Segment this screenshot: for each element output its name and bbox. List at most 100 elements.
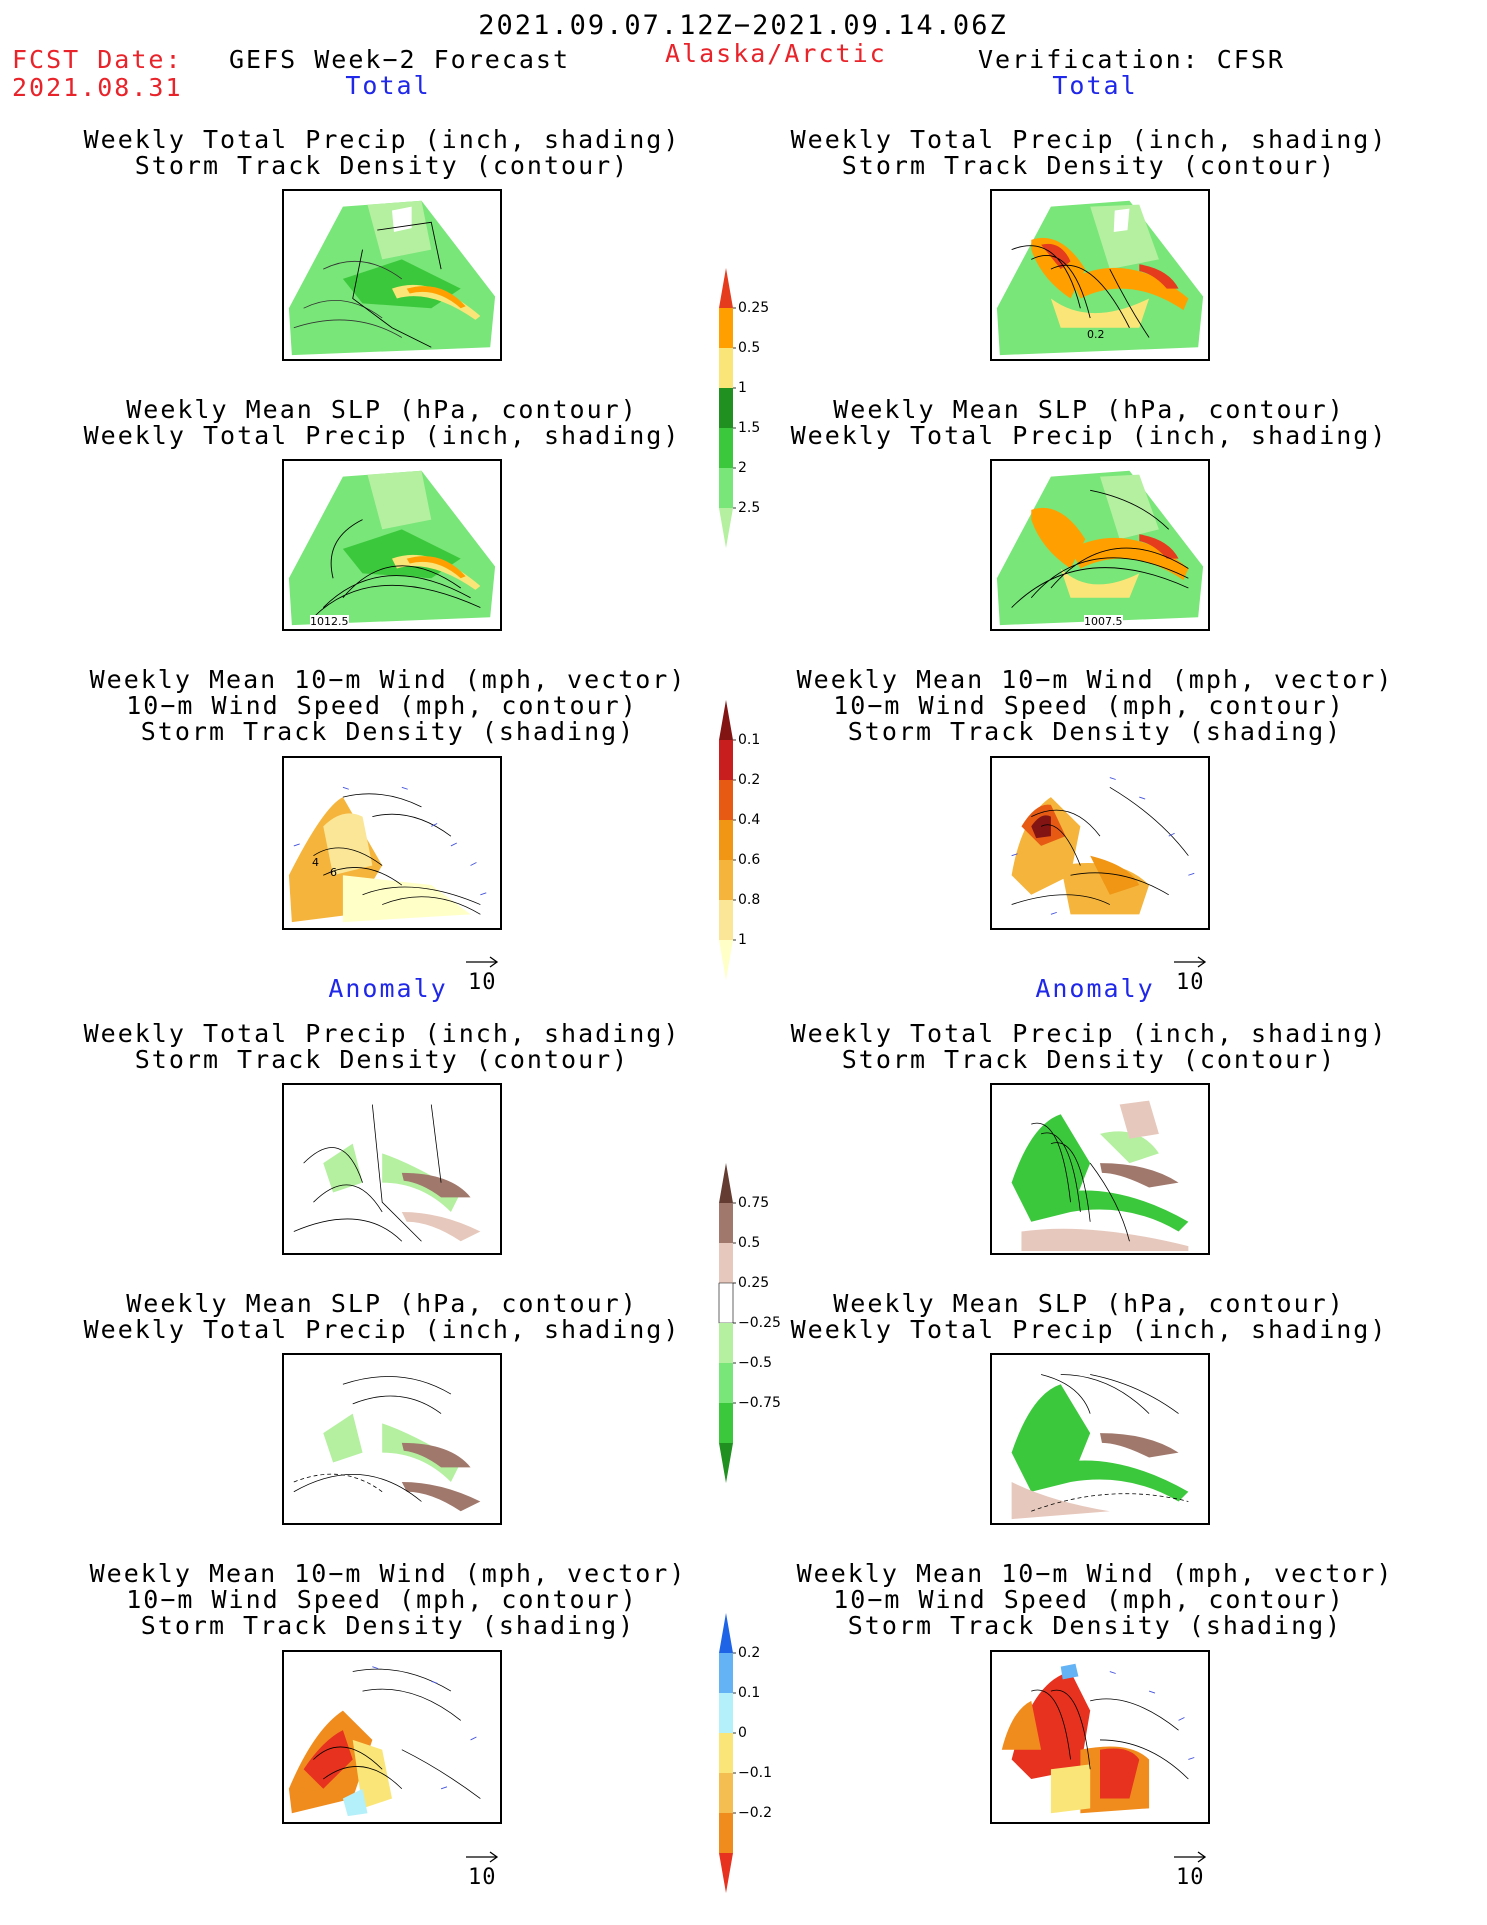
colorbar-label: −0.25	[738, 1315, 781, 1331]
contour-label: 0.2	[1087, 328, 1105, 341]
map-anomaly-slp-forecast	[282, 1353, 502, 1525]
colorbar-label: 0.5	[738, 1235, 761, 1251]
colorbar-segment	[719, 1403, 733, 1443]
colorbar-segment	[718, 1282, 734, 1324]
colorbar-segment	[719, 1203, 733, 1243]
title-wind-storm-line3: Storm Track Density (shading)	[847, 717, 1343, 746]
title-precip-storm-line2: Storm Track Density (contour)	[134, 1045, 630, 1074]
colorbar-label: 0.5	[738, 340, 761, 356]
colorbar-precip-anomaly: 0.75 0.5 0.25 −0.25 −0.5 −0.75	[718, 1163, 781, 1489]
title-wind-storm-line1: Weekly Mean 10−m Wind (mph, vector)	[89, 1559, 687, 1588]
section-total-right: Total	[1052, 71, 1138, 100]
colorbar-segment	[719, 900, 733, 940]
colorbar-label: 0.25	[738, 1275, 770, 1291]
title-precip-storm-line1: Weekly Total Precip (inch, shading)	[83, 125, 681, 154]
contour-label: 4	[312, 856, 319, 869]
title-slp-precip-line2: Weekly Total Precip (inch, shading)	[83, 1315, 681, 1344]
title-precip-storm-line1: Weekly Total Precip (inch, shading)	[790, 125, 1388, 154]
title-wind-storm-line3: Storm Track Density (shading)	[847, 1611, 1343, 1640]
title-slp-precip-line1: Weekly Mean SLP (hPa, contour)	[126, 395, 638, 424]
colorbar-segment	[719, 508, 733, 548]
map-anomaly-precip-verification	[990, 1083, 1210, 1255]
map-total-slp-verification: 1007.5	[990, 459, 1210, 631]
colorbar-segment	[719, 1163, 733, 1203]
title-wind-storm-line1: Weekly Mean 10−m Wind (mph, vector)	[796, 665, 1394, 694]
colorbar-segment	[719, 308, 733, 348]
title-slp-precip-line2: Weekly Total Precip (inch, shading)	[790, 421, 1388, 450]
title-wind-storm-line3: Storm Track Density (shading)	[140, 1611, 636, 1640]
fcst-date-label: FCST Date:	[12, 45, 183, 74]
title-wind-storm-line2: 10−m Wind Speed (mph, contour)	[126, 1585, 638, 1614]
colorbar-label: 0.1	[738, 732, 761, 748]
colorbar-segment	[719, 780, 733, 820]
colorbar-segment	[719, 1813, 733, 1853]
colorbar-segment	[719, 940, 733, 980]
region-title: Alaska/Arctic	[665, 39, 887, 68]
colorbar-segment	[719, 268, 733, 308]
title-precip-storm-line1: Weekly Total Precip (inch, shading)	[83, 1019, 681, 1048]
title-precip-storm-line2: Storm Track Density (contour)	[841, 151, 1337, 180]
vector-reference-arrow	[1174, 956, 1207, 968]
colorbar-segment	[719, 428, 733, 468]
colorbar-segment	[719, 1773, 733, 1813]
title-slp-precip-line1: Weekly Mean SLP (hPa, contour)	[833, 1289, 1345, 1318]
colorbar-segment	[719, 1443, 733, 1483]
colorbar-segment	[719, 348, 733, 388]
map-total-wind-verification	[990, 756, 1210, 930]
vector-reference-label: 10	[1176, 1865, 1205, 1890]
section-anomaly-right: Anomaly	[1035, 974, 1155, 1003]
title-wind-storm-line2: 10−m Wind Speed (mph, contour)	[833, 1585, 1345, 1614]
title-precip-storm-line2: Storm Track Density (contour)	[841, 1045, 1337, 1074]
colorbar-segment	[719, 1323, 733, 1363]
period-title: 2021.09.07.12Z−2021.09.14.06Z	[478, 10, 1008, 41]
colorbar-label: 1	[738, 380, 747, 396]
colorbar-label: 0.25	[738, 300, 770, 316]
vector-reference-label: 10	[468, 1865, 497, 1890]
colorbar-storm-anomaly: 0.2 0.1 0 −0.1 −0.2	[719, 1613, 772, 1899]
map-anomaly-wind-verification	[990, 1650, 1210, 1824]
colorbar-label: 0.6	[738, 852, 761, 868]
colorbar-label: 2.5	[738, 500, 761, 516]
slp-contour-label: 1012.5	[310, 615, 349, 629]
title-wind-storm-line1: Weekly Mean 10−m Wind (mph, vector)	[89, 665, 687, 694]
colorbar-segment	[719, 820, 733, 860]
vector-reference-arrow	[466, 1851, 499, 1863]
colorbar-label: −0.5	[738, 1355, 772, 1371]
colorbar-segment	[719, 740, 733, 780]
map-total-precip-verification: 0.2	[990, 189, 1210, 361]
title-wind-storm-line3: Storm Track Density (shading)	[140, 717, 636, 746]
colorbar-segment	[719, 1733, 733, 1773]
model-title: GEFS Week−2 Forecast	[229, 45, 571, 74]
map-total-precip-forecast	[282, 189, 502, 361]
map-total-wind-forecast: 4 6	[282, 756, 502, 930]
colorbar-segment	[719, 1363, 733, 1403]
colorbar-label: −0.75	[738, 1395, 781, 1411]
title-precip-storm-line1: Weekly Total Precip (inch, shading)	[790, 1019, 1388, 1048]
title-wind-storm-line2: 10−m Wind Speed (mph, contour)	[833, 691, 1345, 720]
colorbar-segment	[719, 1693, 733, 1733]
colorbar-segment	[719, 388, 733, 428]
map-anomaly-precip-forecast	[282, 1083, 502, 1255]
colorbar-label: 0	[738, 1725, 747, 1741]
colorbar-segment	[719, 1243, 733, 1283]
colorbar-label: 1.5	[738, 420, 761, 436]
colorbar-label: 0.4	[738, 812, 761, 828]
colorbar-storm-total: 0.1 0.2 0.4 0.6 0.8 1	[719, 700, 760, 986]
vector-reference-arrow	[466, 956, 499, 968]
title-slp-precip-line2: Weekly Total Precip (inch, shading)	[790, 1315, 1388, 1344]
slp-contour-label: 1007.5	[1084, 615, 1123, 629]
colorbar-segment	[719, 1653, 733, 1693]
colorbar-label: −0.2	[738, 1805, 772, 1821]
verification-title: Verification: CFSR	[978, 45, 1285, 74]
map-anomaly-slp-verification	[990, 1353, 1210, 1525]
title-wind-storm-line2: 10−m Wind Speed (mph, contour)	[126, 691, 638, 720]
colorbar-label: 1	[738, 932, 747, 948]
vector-reference-label: 10	[1176, 970, 1205, 995]
colorbar-precip-total: 0.25 0.5 1 1.5 2 2.5	[719, 268, 769, 554]
title-precip-storm-line2: Storm Track Density (contour)	[134, 151, 630, 180]
title-slp-precip-line1: Weekly Mean SLP (hPa, contour)	[833, 395, 1345, 424]
colorbar-segment	[719, 860, 733, 900]
colorbar-segment	[719, 1613, 733, 1653]
colorbar-label: 0.75	[738, 1195, 770, 1211]
colorbar-label: 0.2	[738, 772, 761, 788]
